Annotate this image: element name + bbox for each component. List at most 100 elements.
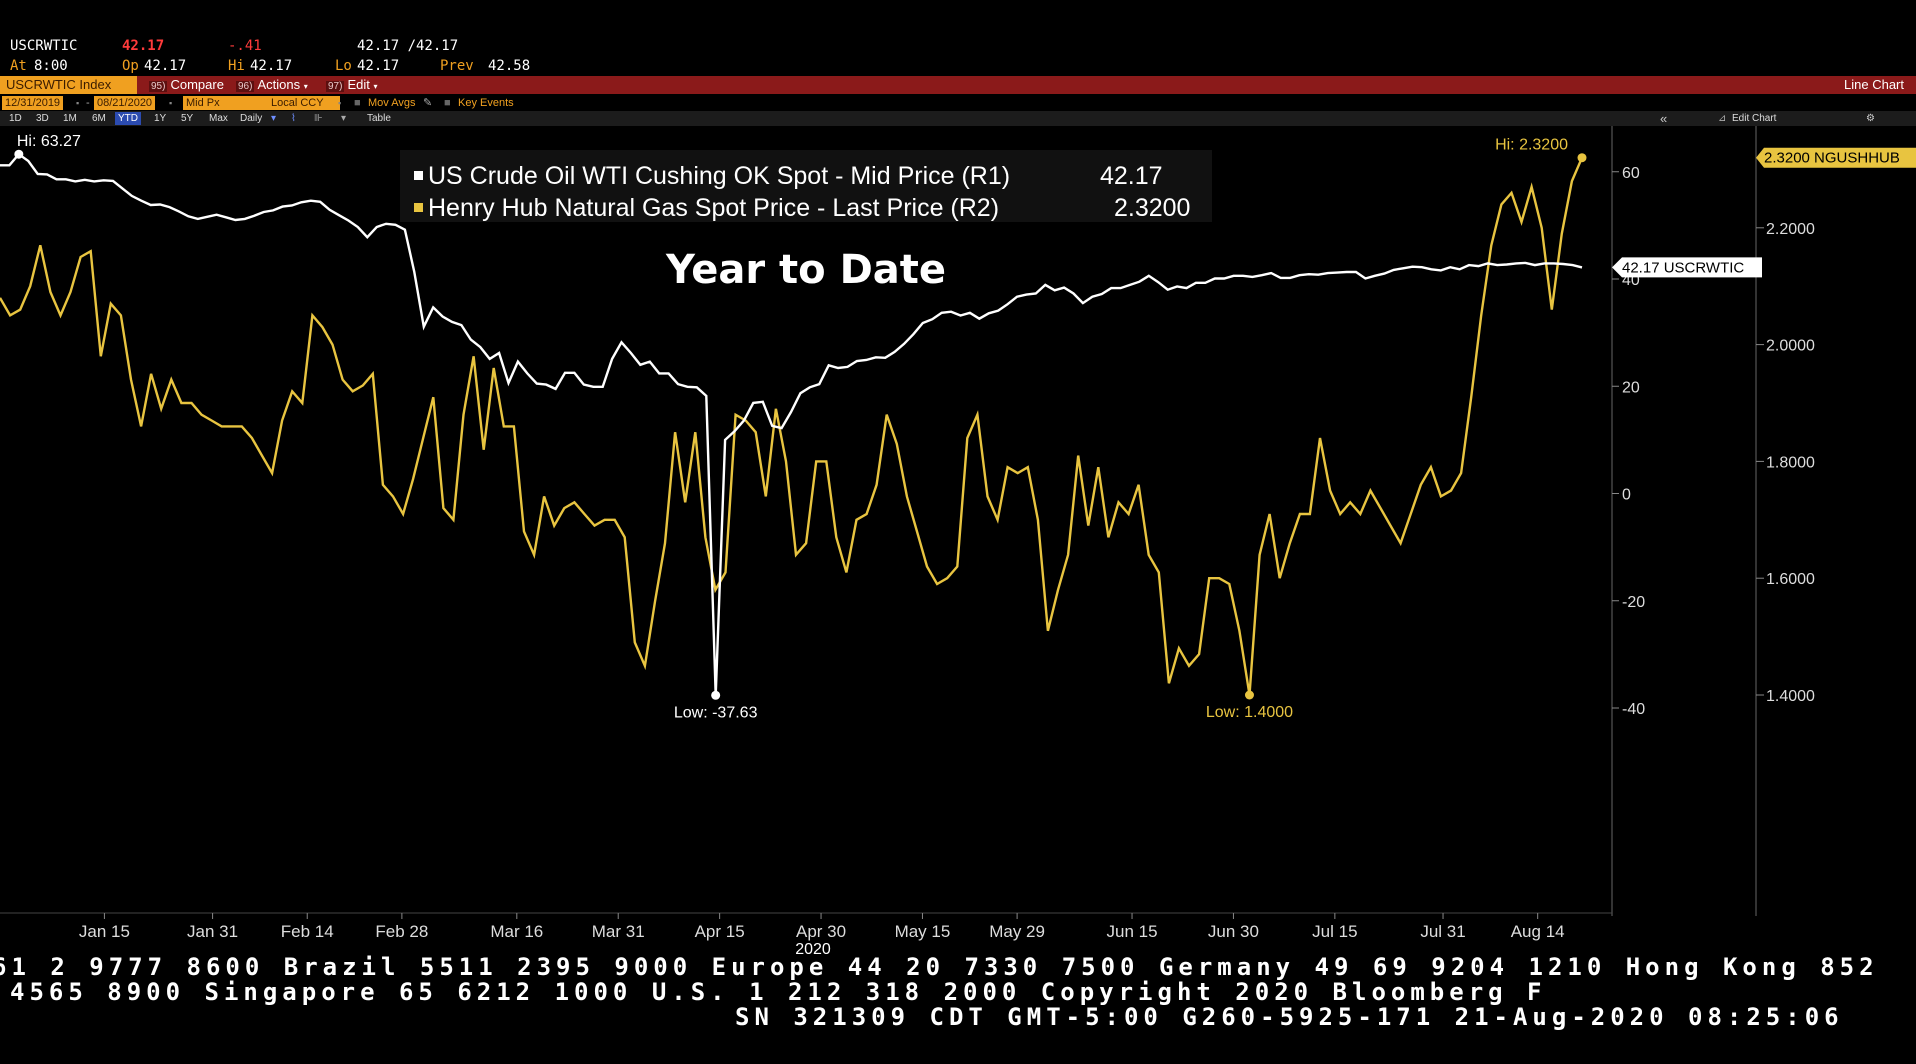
edit-button[interactable]: 97) Edit ▾ — [322, 76, 382, 94]
period-1y[interactable]: 1Y — [154, 113, 167, 124]
left-axis-tick-label: 20 — [1622, 379, 1640, 396]
at-label: At — [10, 58, 27, 74]
dropdown-icon[interactable]: ▾ — [341, 113, 347, 124]
last-price: 42.17 — [122, 38, 165, 54]
x-axis-tick-label: May 15 — [895, 922, 951, 941]
prev-value: 42.58 — [488, 58, 531, 74]
legend-marker-ng — [414, 203, 423, 212]
calendar-icon[interactable]: ▪ — [76, 98, 80, 108]
edit-chart-icon[interactable]: ⊿ — [1718, 113, 1727, 124]
wti-low-marker — [711, 690, 721, 700]
period-5y[interactable]: 5Y — [181, 113, 194, 124]
x-axis-tick-label: Jun 30 — [1208, 922, 1259, 941]
x-axis-tick-label: Jul 15 — [1312, 922, 1357, 941]
x-axis-tick-label: May 29 — [989, 922, 1045, 941]
open-value: 42.17 — [144, 58, 187, 74]
line-chart-icon[interactable]: ⌇ — [291, 113, 296, 124]
field-selector[interactable]: Mid Px — [183, 96, 269, 110]
mov-avgs-label[interactable]: Mov Avgs — [368, 97, 416, 109]
pencil-icon[interactable]: ✎ — [423, 97, 433, 109]
price-change: -.41 — [228, 38, 262, 54]
chevron-down-icon[interactable]: ▾ — [271, 113, 277, 124]
x-axis-ticks: Jan 15 Jan 31 Feb 14 Feb 28 Mar 16 Mar 31 Apr … — [79, 913, 1565, 941]
left-axis-tick-label: -40 — [1622, 701, 1645, 718]
checkbox-icon[interactable]: ■ — [354, 97, 361, 109]
ng-low-marker — [1244, 690, 1254, 700]
right-axis-tick-label: 1.4000 — [1766, 688, 1815, 705]
wti-low-label: Low: -37.63 — [674, 704, 758, 721]
collapse-icon[interactable]: « — [1660, 111, 1668, 126]
actions-button[interactable]: 96) Actions ▾ — [232, 76, 312, 94]
wti-last-value-text: 42.17 USCRWTIC — [1622, 259, 1744, 276]
footer-contacts: 61 2 9777 8600 Brazil 5511 2395 9000 Eur… — [0, 953, 1916, 1031]
period-max[interactable]: Max — [209, 113, 228, 124]
x-axis-tick-label: Apr 15 — [695, 922, 745, 941]
x-axis-tick-label: Jul 31 — [1420, 922, 1465, 941]
right-axis-tick-label: 1.6000 — [1766, 571, 1815, 588]
low-value: 42.17 — [357, 58, 400, 74]
wti-last-value-tag: 42.17 USCRWTIC — [1612, 257, 1762, 278]
left-axis-tick-label: 60 — [1622, 165, 1640, 182]
quote-header: USCRWTIC 42.17 -.41 42.17 /42.17 At 8:00… — [10, 36, 710, 76]
at-time: 8:00 — [34, 58, 68, 74]
footer-line-2: 4565 8900 Singapore 65 6212 1000 U.S. 1 … — [10, 978, 1547, 1006]
view-type-label: Line Chart — [1844, 77, 1904, 92]
compare-number: 95) — [149, 81, 168, 92]
actions-label: Actions — [257, 77, 301, 92]
left-axis-tick-label: -20 — [1622, 594, 1645, 611]
x-axis-tick-label: Mar 31 — [592, 922, 645, 941]
x-axis-tick-label: Jun 15 — [1107, 922, 1158, 941]
edit-label: Edit — [347, 77, 370, 92]
ng-last-value-tag: 2.3200 NGUSHHUB — [1756, 147, 1916, 168]
right-axis-tick-label: 1.8000 — [1766, 454, 1815, 471]
key-events-label[interactable]: Key Events — [458, 97, 514, 109]
footer-line-3: SN 321309 CDT GMT-5:00 G260-5925-171 21-… — [735, 1003, 1844, 1031]
low-label: Lo — [335, 58, 352, 74]
x-axis-tick-label: Jan 31 — [187, 922, 238, 941]
period-3d[interactable]: 3D — [36, 113, 49, 124]
natural-gas-series-line — [0, 157, 1584, 696]
edit-chart-button[interactable]: Edit Chart — [1732, 113, 1777, 124]
wti-high-label: Hi: 63.27 — [17, 133, 81, 150]
high-value: 42.17 — [250, 58, 293, 74]
chart-title: Year to Date — [665, 247, 946, 293]
legend-value-wti: 42.17 — [1100, 162, 1163, 190]
ng-high-label: Hi: 2.3200 — [1495, 137, 1568, 154]
open-label: Op — [122, 58, 139, 74]
legend-marker-wti — [414, 171, 423, 180]
chart-area: Jan 15 Jan 31 Feb 14 Feb 28 Mar 16 Mar 31 Apr … — [0, 126, 1916, 956]
wti-series-line — [0, 152, 1583, 696]
ng-high-marker — [1577, 153, 1587, 163]
legend-label-wti: US Crude Oil WTI Cushing OK Spot - Mid P… — [428, 162, 1010, 190]
bar-chart-icon[interactable]: ⊪ — [314, 113, 323, 124]
frequency-selector[interactable]: Daily — [240, 113, 263, 124]
ticker-symbol: USCRWTIC — [10, 38, 78, 54]
period-1d[interactable]: 1D — [9, 113, 22, 124]
ng-last-value-text: 2.3200 NGUSHHUB — [1764, 150, 1900, 167]
period-6m[interactable]: 6M — [92, 113, 106, 124]
bid-ask: 42.17 /42.17 — [357, 38, 459, 54]
compare-button[interactable]: 95) Compare — [145, 76, 228, 94]
checkbox-icon[interactable]: ■ — [444, 97, 451, 109]
currency-selector[interactable]: Local CCY — [268, 96, 340, 110]
start-date-field[interactable]: 12/31/2019 — [2, 96, 64, 110]
end-date-field[interactable]: 08/21/2020 — [94, 96, 156, 110]
x-axis-tick-label: Aug 14 — [1511, 922, 1565, 941]
calendar-icon[interactable]: ▪ — [169, 98, 173, 108]
security-field[interactable]: USCRWTIC Index — [0, 76, 137, 94]
chevron-down-icon: ▾ — [303, 82, 308, 91]
x-axis-tick-label: Apr 30 — [796, 922, 846, 941]
table-button[interactable]: Table — [367, 113, 391, 124]
gear-icon[interactable]: ⚙ — [1866, 113, 1875, 124]
high-label: Hi — [228, 58, 245, 74]
period-ytd[interactable]: YTD — [115, 112, 141, 125]
prev-label: Prev — [440, 58, 474, 74]
plot-background — [0, 126, 1612, 916]
period-bar: 1D 3D 1M 6M YTD 1Y 5Y Max Daily ▾ ⌇ ⊪ ▾ … — [0, 111, 1916, 126]
dropdown-icon[interactable]: ▪ — [338, 98, 342, 108]
left-axis-tick-label: 0 — [1622, 487, 1631, 504]
x-axis-tick-label: Feb 14 — [281, 922, 334, 941]
period-1m[interactable]: 1M — [63, 113, 77, 124]
